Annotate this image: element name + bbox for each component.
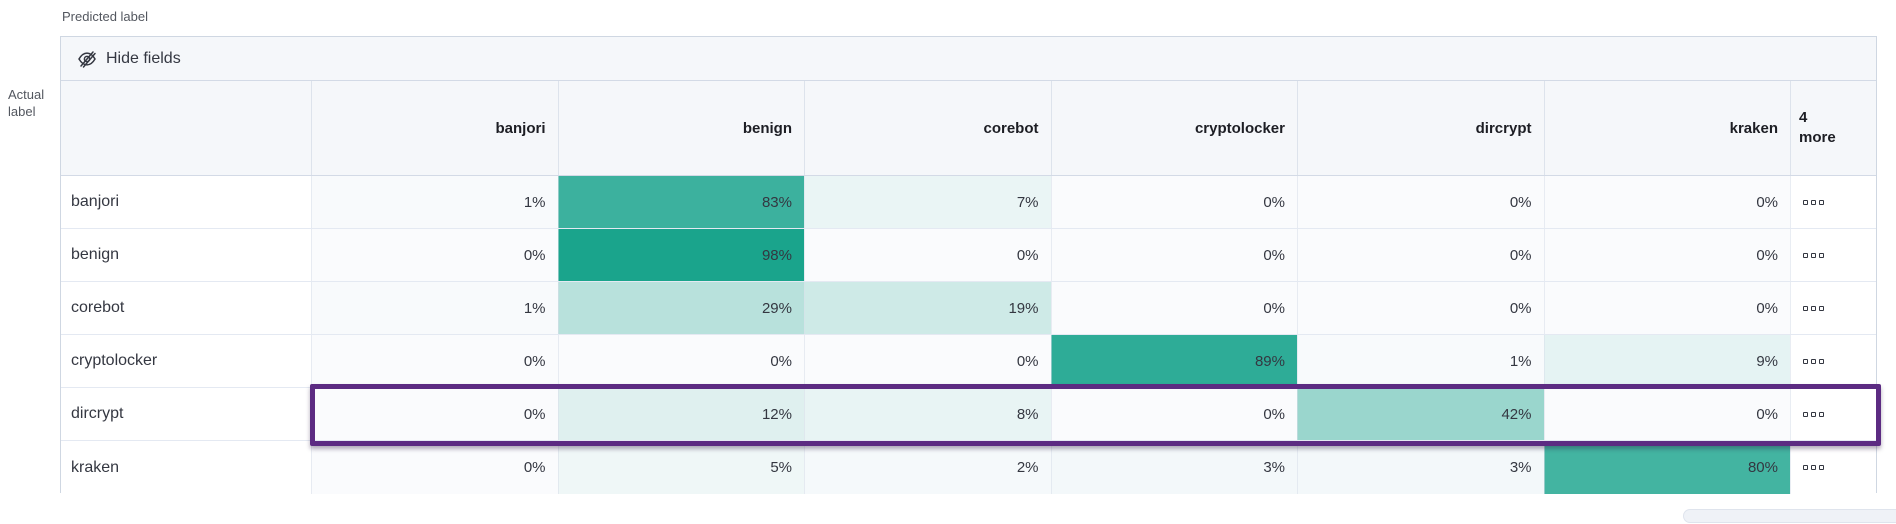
grid-body: banjori 1% 83% 7% 0% 0% 0% benign 0% 98% 0% 0% 0% 0% c… [61,176,1876,494]
actual-label-line1: Actual [8,87,45,102]
cell-kraken-banjori[interactable]: 0% [311,441,558,494]
row-more-cell [1790,176,1876,228]
boxes-horizontal-icon[interactable] [1801,302,1826,315]
confusion-matrix-grid: Hide fields banjori benign corebot cryptolo… [60,36,1881,494]
cell-kraken-cryptolocker[interactable]: 3% [1050,441,1297,494]
actual-label-axis-title: Actual label [8,86,44,120]
cell-corebot-kraken[interactable]: 0% [1543,282,1790,334]
table-row-dircrypt: dircrypt 0% 12% 8% 0% 42% 0% [61,388,1876,441]
cell-dircrypt-benign[interactable]: 12% [557,388,804,440]
cell-cryptolocker-cryptolocker[interactable]: 89% [1050,335,1297,387]
boxes-horizontal-icon[interactable] [1801,355,1826,368]
cell-cryptolocker-corebot[interactable]: 0% [804,335,1051,387]
row-more-cell [1790,388,1876,440]
cell-kraken-kraken[interactable]: 80% [1543,441,1790,494]
row-label-banjori[interactable]: banjori [61,176,311,228]
row-label-dircrypt[interactable]: dircrypt [61,388,311,440]
boxes-horizontal-icon[interactable] [1801,408,1826,421]
column-header-corebot[interactable]: corebot [804,81,1051,175]
cell-corebot-cryptolocker[interactable]: 0% [1050,282,1297,334]
table-row-kraken: kraken 0% 5% 2% 3% 3% 80% [61,441,1876,494]
cell-benign-corebot[interactable]: 0% [804,229,1051,281]
cell-benign-banjori[interactable]: 0% [311,229,558,281]
table-row-corebot: corebot 1% 29% 19% 0% 0% 0% [61,282,1876,335]
cell-banjori-benign[interactable]: 83% [557,176,804,228]
cell-dircrypt-kraken[interactable]: 0% [1543,388,1790,440]
cell-benign-cryptolocker[interactable]: 0% [1050,229,1297,281]
boxes-horizontal-icon[interactable] [1801,249,1826,262]
row-more-cell [1790,335,1876,387]
column-header-more[interactable]: 4 more [1790,81,1876,175]
eye-closed-icon [78,50,96,68]
cell-dircrypt-dircrypt[interactable]: 42% [1297,388,1544,440]
cell-dircrypt-corebot[interactable]: 8% [804,388,1051,440]
table-row-cryptolocker: cryptolocker 0% 0% 0% 89% 1% 9% [61,335,1876,388]
grid-header-row: banjori benign corebot cryptolocker dircrypt… [61,81,1876,176]
cell-banjori-banjori[interactable]: 1% [311,176,558,228]
cell-kraken-benign[interactable]: 5% [557,441,804,494]
cell-benign-kraken[interactable]: 0% [1543,229,1790,281]
column-header-dircrypt[interactable]: dircrypt [1297,81,1544,175]
grid-toolbar: Hide fields [61,37,1876,81]
cell-banjori-corebot[interactable]: 7% [804,176,1051,228]
boxes-horizontal-icon[interactable] [1801,196,1826,209]
hide-fields-button[interactable]: Hide fields [77,49,181,69]
cell-corebot-corebot[interactable]: 19% [804,282,1051,334]
table-row-benign: benign 0% 98% 0% 0% 0% 0% [61,229,1876,282]
cell-banjori-kraken[interactable]: 0% [1543,176,1790,228]
row-label-kraken[interactable]: kraken [61,441,311,494]
predicted-label-axis-title: Predicted label [62,9,148,24]
hide-fields-label: Hide fields [106,49,181,67]
row-label-corebot[interactable]: corebot [61,282,311,334]
cell-benign-benign[interactable]: 98% [557,229,804,281]
actual-label-line2: label [8,104,36,119]
row-more-cell [1790,229,1876,281]
column-header-kraken[interactable]: kraken [1543,81,1791,175]
row-more-cell [1790,441,1876,494]
horizontal-scrollbar[interactable] [1683,509,1896,523]
grid-corner-cell [61,81,311,175]
cell-corebot-benign[interactable]: 29% [557,282,804,334]
column-header-benign[interactable]: benign [557,81,805,175]
row-label-benign[interactable]: benign [61,229,311,281]
table-row-banjori: banjori 1% 83% 7% 0% 0% 0% [61,176,1876,229]
cell-dircrypt-cryptolocker[interactable]: 0% [1050,388,1297,440]
cell-corebot-dircrypt[interactable]: 0% [1297,282,1544,334]
cell-banjori-dircrypt[interactable]: 0% [1297,176,1544,228]
row-more-cell [1790,282,1876,334]
cell-cryptolocker-banjori[interactable]: 0% [311,335,558,387]
cell-benign-dircrypt[interactable]: 0% [1297,229,1544,281]
cell-cryptolocker-kraken[interactable]: 9% [1543,335,1790,387]
cell-kraken-corebot[interactable]: 2% [804,441,1051,494]
cell-cryptolocker-benign[interactable]: 0% [557,335,804,387]
cell-dircrypt-banjori[interactable]: 0% [311,388,558,440]
cell-cryptolocker-dircrypt[interactable]: 1% [1297,335,1544,387]
cell-corebot-banjori[interactable]: 1% [311,282,558,334]
boxes-horizontal-icon[interactable] [1801,461,1826,474]
column-header-banjori[interactable]: banjori [311,81,558,175]
cell-banjori-cryptolocker[interactable]: 0% [1050,176,1297,228]
row-label-cryptolocker[interactable]: cryptolocker [61,335,311,387]
cell-kraken-dircrypt[interactable]: 3% [1297,441,1544,494]
column-header-cryptolocker[interactable]: cryptolocker [1050,81,1298,175]
